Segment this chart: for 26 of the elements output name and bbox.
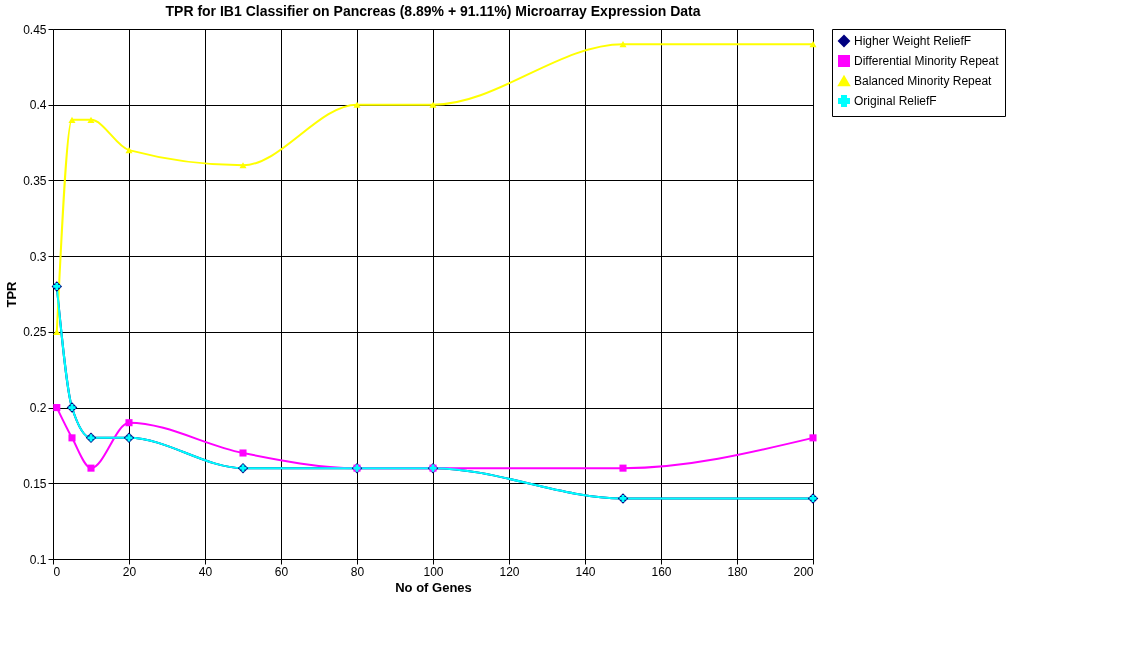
y-axis-title: TPR <box>4 280 20 308</box>
chart-title: TPR for IB1 Classifier on Pancreas (8.89% + 91.11%) Microarray Expression Data <box>165 3 701 19</box>
y-tick-label: 0.2 <box>29 401 47 416</box>
y-tick-label: 0.25 <box>23 325 47 340</box>
y-tick-label: 0.35 <box>23 173 47 188</box>
y-tick-label: 0.1 <box>29 552 47 567</box>
x-axis-title: No of Genes <box>395 579 472 595</box>
legend-label: Higher Weight ReliefF <box>854 34 972 48</box>
y-tick-label: 0.4 <box>29 98 47 113</box>
x-tick-label: 20 <box>122 564 137 579</box>
x-tick-label: 140 <box>575 564 596 579</box>
y-tick-label: 0.15 <box>23 476 47 491</box>
y-tick-label: 0.3 <box>29 249 47 264</box>
x-tick-label: 200 <box>793 564 814 579</box>
x-tick-label: 60 <box>274 564 289 579</box>
x-tick-label: 180 <box>727 564 748 579</box>
x-tick-label: 120 <box>499 564 520 579</box>
x-tick-label: 0 <box>53 564 61 579</box>
legend-label: Original ReliefF <box>854 94 937 108</box>
x-tick-label: 80 <box>350 564 365 579</box>
legend-label: Balanced Minority Repeat <box>854 74 993 88</box>
legend-label: Differential Minority Repeat <box>854 54 1000 68</box>
x-tick-label: 100 <box>423 564 444 579</box>
x-tick-label: 40 <box>198 564 213 579</box>
x-tick-label: 160 <box>651 564 672 579</box>
y-tick-label: 0.45 <box>23 22 47 37</box>
